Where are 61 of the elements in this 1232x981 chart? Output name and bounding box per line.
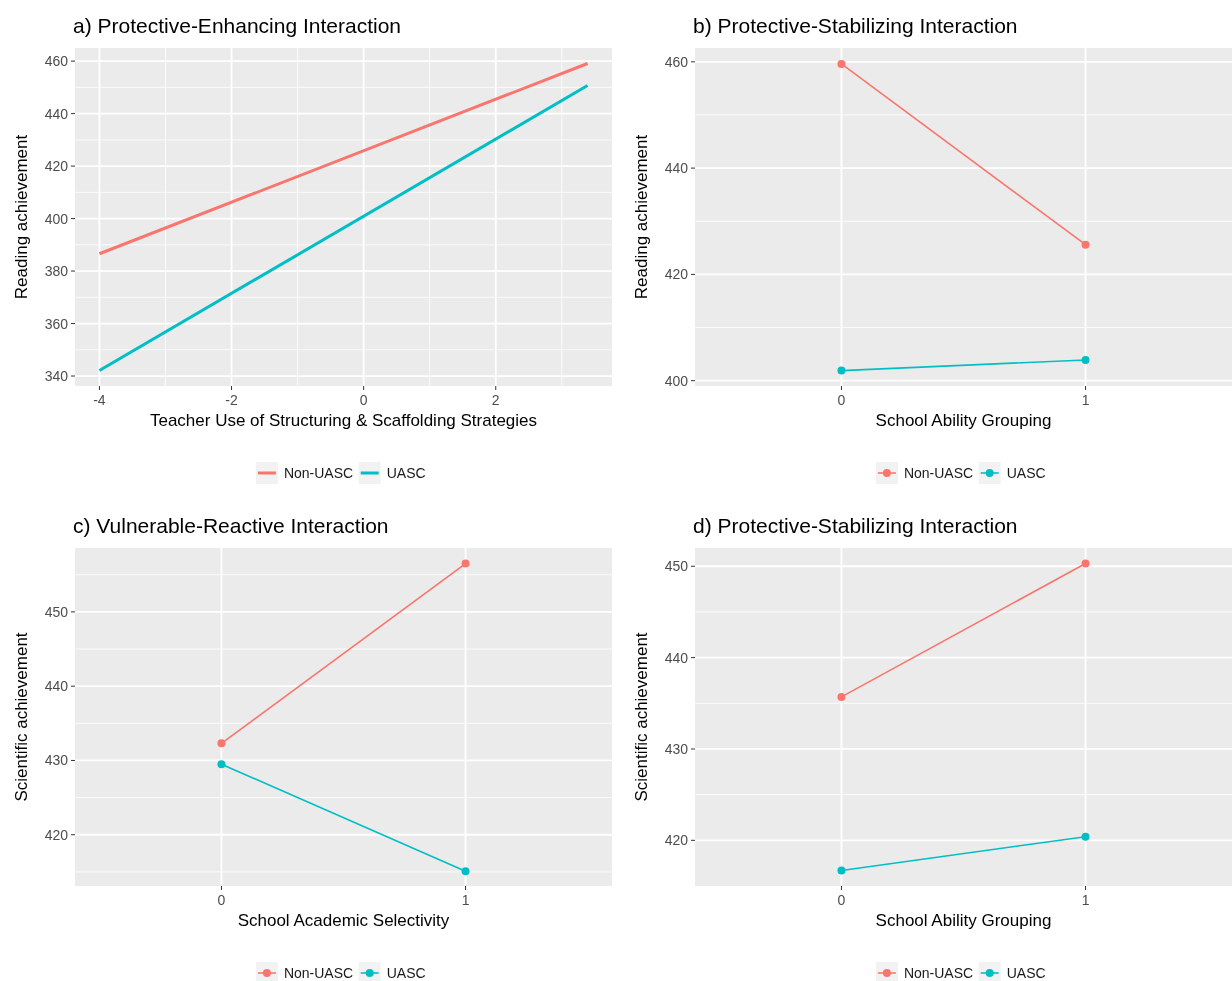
y-axis-title: Scientific achievement <box>12 632 31 802</box>
legend-label: UASC <box>1006 965 1046 981</box>
x-tick-label: 2 <box>491 392 500 408</box>
point <box>217 739 226 748</box>
y-tick-label: 450 <box>664 558 689 575</box>
x-axis-title: School Ability Grouping <box>875 411 1052 430</box>
point <box>1081 559 1090 568</box>
x-tick-label: 0 <box>217 892 226 908</box>
y-tick-label: 430 <box>44 752 69 769</box>
legend-label: Non-UASC <box>903 965 974 981</box>
point <box>837 692 846 701</box>
y-tick-label: 460 <box>44 53 69 70</box>
point <box>461 559 470 568</box>
y-tick-label: 440 <box>664 649 689 666</box>
point <box>1081 355 1090 364</box>
chart-title: a) Protective-Enhancing Interaction <box>73 14 402 37</box>
y-tick-label: 440 <box>44 105 69 122</box>
legend-label: Non-UASC <box>283 465 354 481</box>
y-axis-title: Reading achievement <box>12 134 31 300</box>
y-tick-label: 360 <box>44 315 69 332</box>
x-tick-label: -2 <box>225 392 238 408</box>
point <box>1081 240 1090 249</box>
y-tick-label: 460 <box>664 53 689 70</box>
y-tick-label: 430 <box>664 740 689 757</box>
y-tick-label: 420 <box>44 826 69 843</box>
y-tick-label: 380 <box>44 263 69 280</box>
chart-title: c) Vulnerable-Reactive Interaction <box>73 514 389 537</box>
chart-title: b) Protective-Stabilizing Interaction <box>693 14 1018 37</box>
y-tick-label: 420 <box>664 832 689 849</box>
y-tick-label: 400 <box>664 372 689 389</box>
y-tick-label: 440 <box>664 160 689 177</box>
x-tick-label: 0 <box>359 392 368 408</box>
x-axis-title: School Ability Grouping <box>875 911 1052 930</box>
point <box>837 866 846 875</box>
point <box>461 867 470 876</box>
legend-label: UASC <box>386 965 426 981</box>
y-tick-label: 420 <box>44 158 69 175</box>
y-tick-label: 450 <box>44 603 69 620</box>
x-tick-label: 0 <box>837 892 846 908</box>
legend-label: UASC <box>386 465 426 481</box>
y-axis-title: Scientific achievement <box>632 632 651 802</box>
x-tick-label: 0 <box>837 392 846 408</box>
legend-label: Non-UASC <box>903 465 974 481</box>
y-tick-label: 400 <box>44 210 69 227</box>
point <box>217 760 226 769</box>
x-tick-label: 1 <box>1081 892 1090 908</box>
legend-label: UASC <box>1006 465 1046 481</box>
point <box>837 366 846 375</box>
legend-label: Non-UASC <box>283 965 354 981</box>
x-tick-label: 1 <box>1081 392 1090 408</box>
y-tick-label: 420 <box>664 266 689 283</box>
x-axis-title: Teacher Use of Structuring & Scaffolding Strategies <box>149 411 538 430</box>
y-axis-title: Reading achievement <box>632 134 651 300</box>
chart-title: d) Protective-Stabilizing Interaction <box>693 514 1018 537</box>
point <box>837 59 846 68</box>
y-tick-label: 340 <box>44 368 69 385</box>
x-tick-label: -4 <box>93 392 106 408</box>
point <box>1081 832 1090 841</box>
y-tick-label: 440 <box>44 678 69 695</box>
x-axis-title: School Academic Selectivity <box>237 911 450 930</box>
x-tick-label: 1 <box>461 892 470 908</box>
